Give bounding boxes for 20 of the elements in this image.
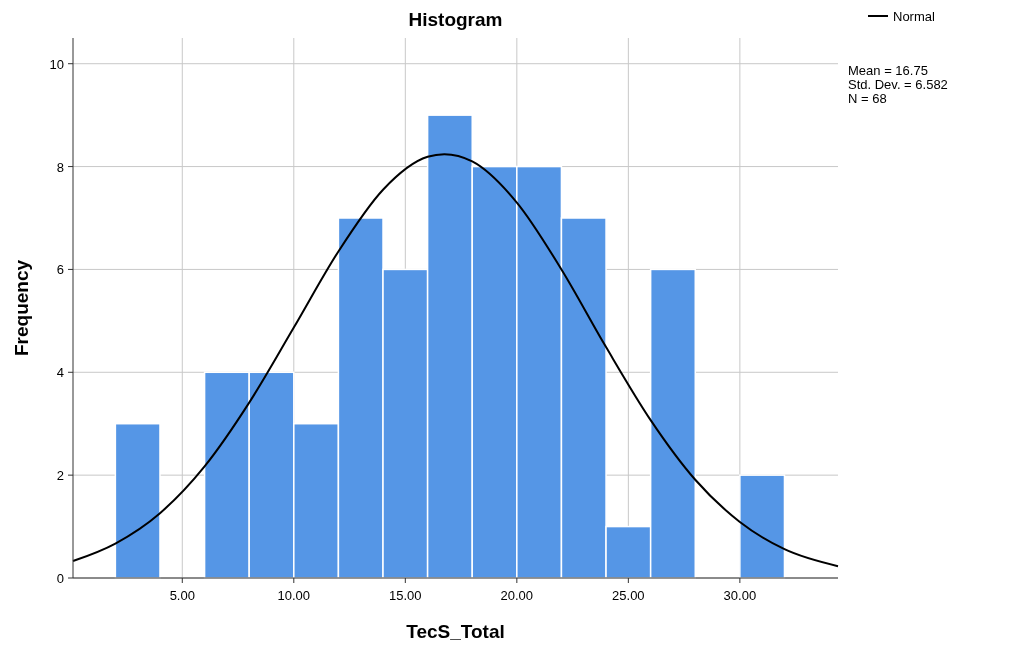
y-tick-label: 8 [56,159,64,175]
y-tick-label: 2 [56,468,64,484]
x-tick-label: 25.00 [612,588,645,603]
x-tick-label: 5.00 [169,588,195,603]
y-tick-label: 6 [56,262,64,278]
x-tick-label: 10.00 [277,588,311,603]
y-axis-title: Frequency [11,259,32,357]
text: Mean = 16.75 [848,63,928,78]
chart-title: Histogram [408,9,503,30]
x-tick-label: 30.00 [723,588,757,603]
text: Std. Dev. = 6.582 [848,77,948,92]
y-tick-label: 0 [56,571,64,586]
x-tick-label: 20.00 [500,588,534,603]
x-axis-title: TecS_Total [406,621,505,642]
legend-label: Normal [893,9,936,24]
text: N = 68 [848,91,887,106]
x-tick-label: 15.00 [389,588,422,603]
line-series [72,153,839,568]
y-tick-label: 10 [49,56,64,72]
y-tick-label: 4 [56,365,64,381]
